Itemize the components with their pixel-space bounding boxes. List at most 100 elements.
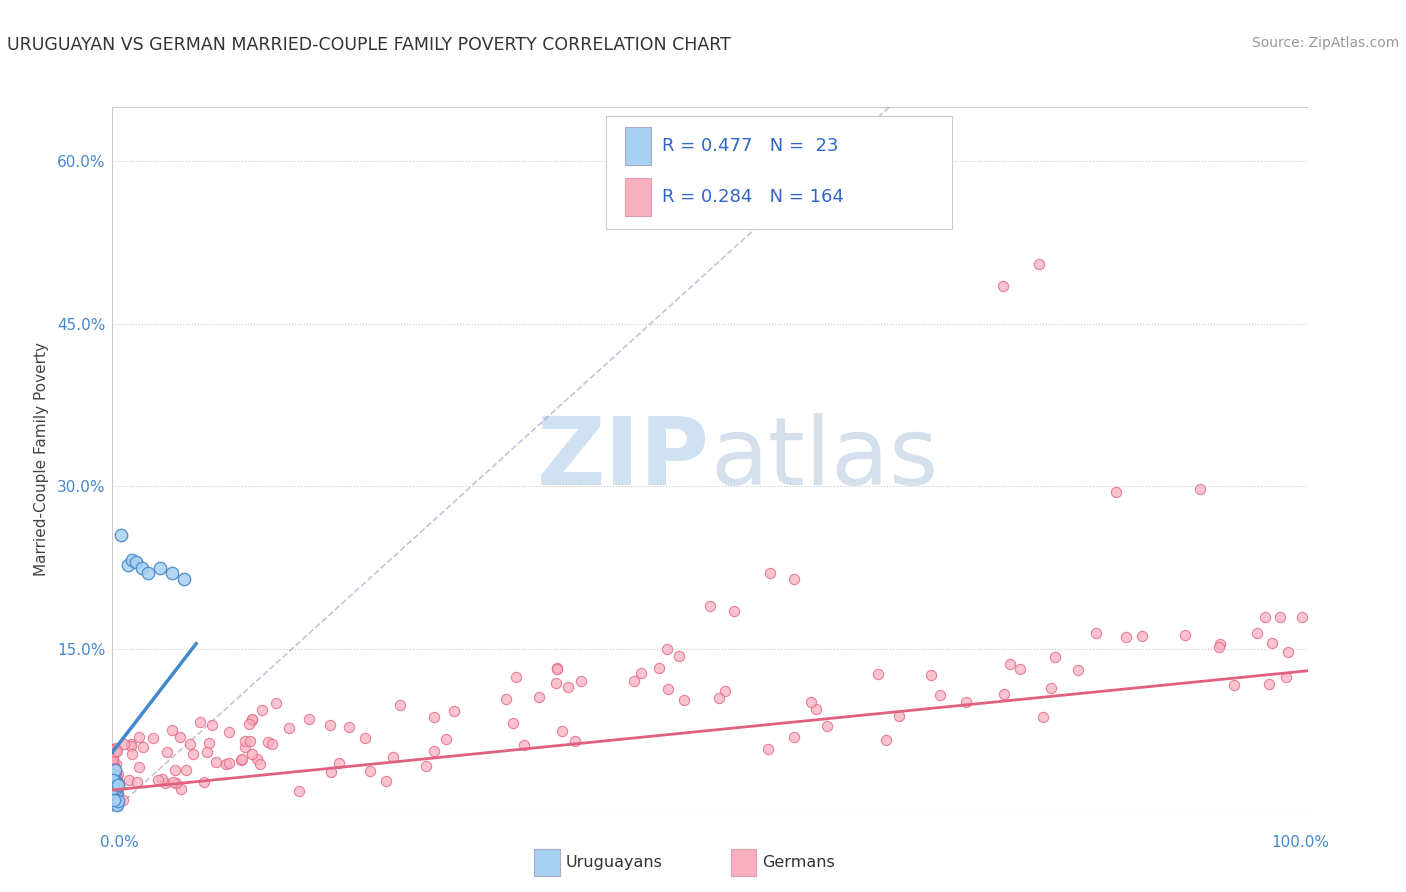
Point	[103, 745, 125, 759]
Point	[249, 756, 271, 771]
Point	[298, 713, 321, 727]
Point	[353, 731, 375, 746]
Point	[169, 731, 191, 745]
Point	[104, 761, 127, 775]
Point	[231, 751, 253, 765]
Point	[104, 745, 127, 759]
Point	[233, 733, 256, 747]
Point	[1032, 710, 1054, 724]
Point	[150, 772, 173, 786]
Point	[103, 750, 125, 764]
Point	[1084, 626, 1107, 640]
Point	[434, 731, 457, 746]
Point	[278, 722, 301, 736]
Point	[104, 780, 127, 795]
Point	[125, 555, 148, 569]
Point	[993, 688, 1015, 702]
Point	[1028, 257, 1050, 271]
Point	[195, 745, 218, 759]
Point	[101, 780, 124, 795]
Point	[165, 776, 187, 790]
Point	[1115, 630, 1137, 644]
Text: Source: ZipAtlas.com: Source: ZipAtlas.com	[1251, 36, 1399, 50]
Point	[991, 279, 1014, 293]
Point	[162, 566, 183, 581]
Point	[505, 671, 527, 685]
Point	[105, 797, 128, 812]
Point	[104, 764, 127, 778]
Point	[149, 561, 172, 575]
Point	[104, 762, 127, 776]
Point	[782, 572, 804, 586]
Point	[337, 720, 360, 734]
Point	[103, 752, 125, 766]
Point	[218, 756, 240, 770]
Point	[422, 710, 444, 724]
Point	[103, 780, 125, 794]
Point	[146, 772, 169, 787]
Point	[443, 704, 465, 718]
Point	[155, 776, 177, 790]
Point	[546, 662, 568, 676]
Point	[240, 747, 263, 761]
Point	[128, 730, 150, 744]
Point	[121, 747, 143, 762]
Point	[804, 701, 827, 715]
Point	[920, 668, 942, 682]
Point	[107, 792, 129, 806]
Point	[759, 566, 782, 581]
Point	[381, 750, 404, 764]
Point	[1039, 681, 1062, 695]
Point	[103, 743, 125, 757]
Point	[107, 784, 129, 798]
Point	[103, 789, 125, 803]
Point	[1254, 609, 1277, 624]
Point	[105, 797, 128, 812]
Point	[783, 731, 806, 745]
Point	[162, 775, 184, 789]
Point	[138, 566, 160, 581]
Point	[105, 776, 128, 790]
Point	[107, 794, 129, 808]
Point	[112, 738, 135, 752]
Point	[546, 661, 568, 675]
Point	[1258, 677, 1281, 691]
Point	[198, 736, 221, 750]
Point	[527, 690, 550, 704]
Point	[104, 765, 127, 780]
Text: 100.0%: 100.0%	[1271, 836, 1330, 850]
Point	[105, 741, 128, 756]
Point	[502, 716, 524, 731]
Point	[120, 737, 142, 751]
Point	[1208, 640, 1230, 655]
Point	[546, 676, 568, 690]
Point	[105, 756, 128, 771]
Point	[328, 756, 350, 770]
Point	[550, 723, 572, 738]
Point	[672, 693, 695, 707]
Point	[415, 758, 437, 772]
Point	[250, 703, 273, 717]
Point	[318, 718, 340, 732]
Point	[709, 691, 731, 706]
Point	[655, 642, 678, 657]
Point	[107, 789, 129, 803]
Point	[246, 752, 269, 766]
Text: Germans: Germans	[762, 855, 835, 870]
Point	[201, 718, 224, 732]
Point	[1291, 609, 1313, 624]
Point	[240, 713, 263, 727]
Point	[648, 661, 671, 675]
Point	[218, 725, 240, 739]
Point	[105, 790, 128, 805]
Point	[388, 698, 411, 712]
Point	[239, 733, 262, 747]
Point	[1209, 637, 1232, 651]
Point	[557, 680, 579, 694]
Point	[319, 764, 342, 779]
Point	[105, 791, 128, 805]
Point	[657, 681, 679, 696]
Point	[875, 732, 897, 747]
Point	[929, 688, 952, 702]
Point	[262, 737, 284, 751]
